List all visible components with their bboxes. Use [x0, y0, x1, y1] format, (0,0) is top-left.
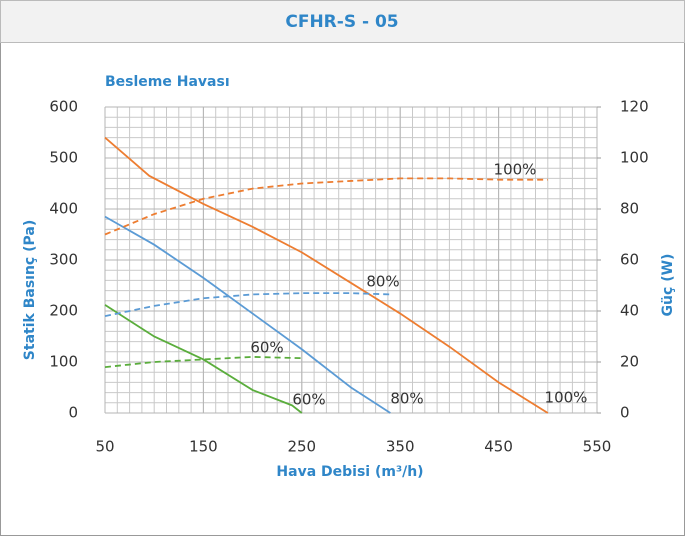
y2-axis-label: Güç (W) [660, 254, 676, 317]
series-line [104, 215, 391, 414]
y2-tick-label: 100 [620, 149, 649, 167]
y2-tick-label: 0 [620, 404, 630, 422]
y-tick-label: 600 [49, 98, 78, 116]
series-line [104, 292, 391, 317]
subtitle: Besleme Havası [105, 74, 230, 90]
y-tick-label: 500 [49, 149, 78, 167]
y-tick-label: 0 [68, 404, 78, 422]
series-line [104, 355, 302, 368]
series-line [104, 304, 303, 414]
series-label: 60% [292, 391, 325, 409]
y2-tick-label: 120 [620, 98, 649, 116]
y2-tick-label: 80 [620, 200, 639, 218]
y2-tick-label: 60 [620, 251, 639, 269]
y-tick-label: 300 [49, 251, 78, 269]
series-label: 100% [545, 389, 588, 407]
x-tick-label: 150 [189, 438, 218, 456]
series-label: 100% [494, 161, 537, 179]
x-tick-label: 350 [386, 438, 415, 456]
x-tick-label: 450 [484, 438, 513, 456]
x-tick-label: 550 [583, 438, 612, 456]
y-tick-label: 400 [49, 200, 78, 218]
y-tick-label: 200 [49, 302, 78, 320]
x-tick-label: 250 [287, 438, 316, 456]
chart-title: CFHR-S - 05 [285, 12, 398, 32]
series-line [104, 136, 549, 414]
x-tick-label: 50 [95, 438, 114, 456]
series-label: 80% [366, 273, 399, 291]
y2-tick-label: 40 [620, 302, 639, 320]
series-label: 60% [250, 339, 283, 357]
title-bar [0, 0, 685, 43]
y2-tick-label: 20 [620, 353, 639, 371]
series-label: 80% [390, 390, 423, 408]
y-tick-label: 100 [49, 353, 78, 371]
x-axis-label: Hava Debisi (m³/h) [276, 464, 423, 480]
y-axis-label: Statik Basınç (Pa) [22, 220, 38, 360]
